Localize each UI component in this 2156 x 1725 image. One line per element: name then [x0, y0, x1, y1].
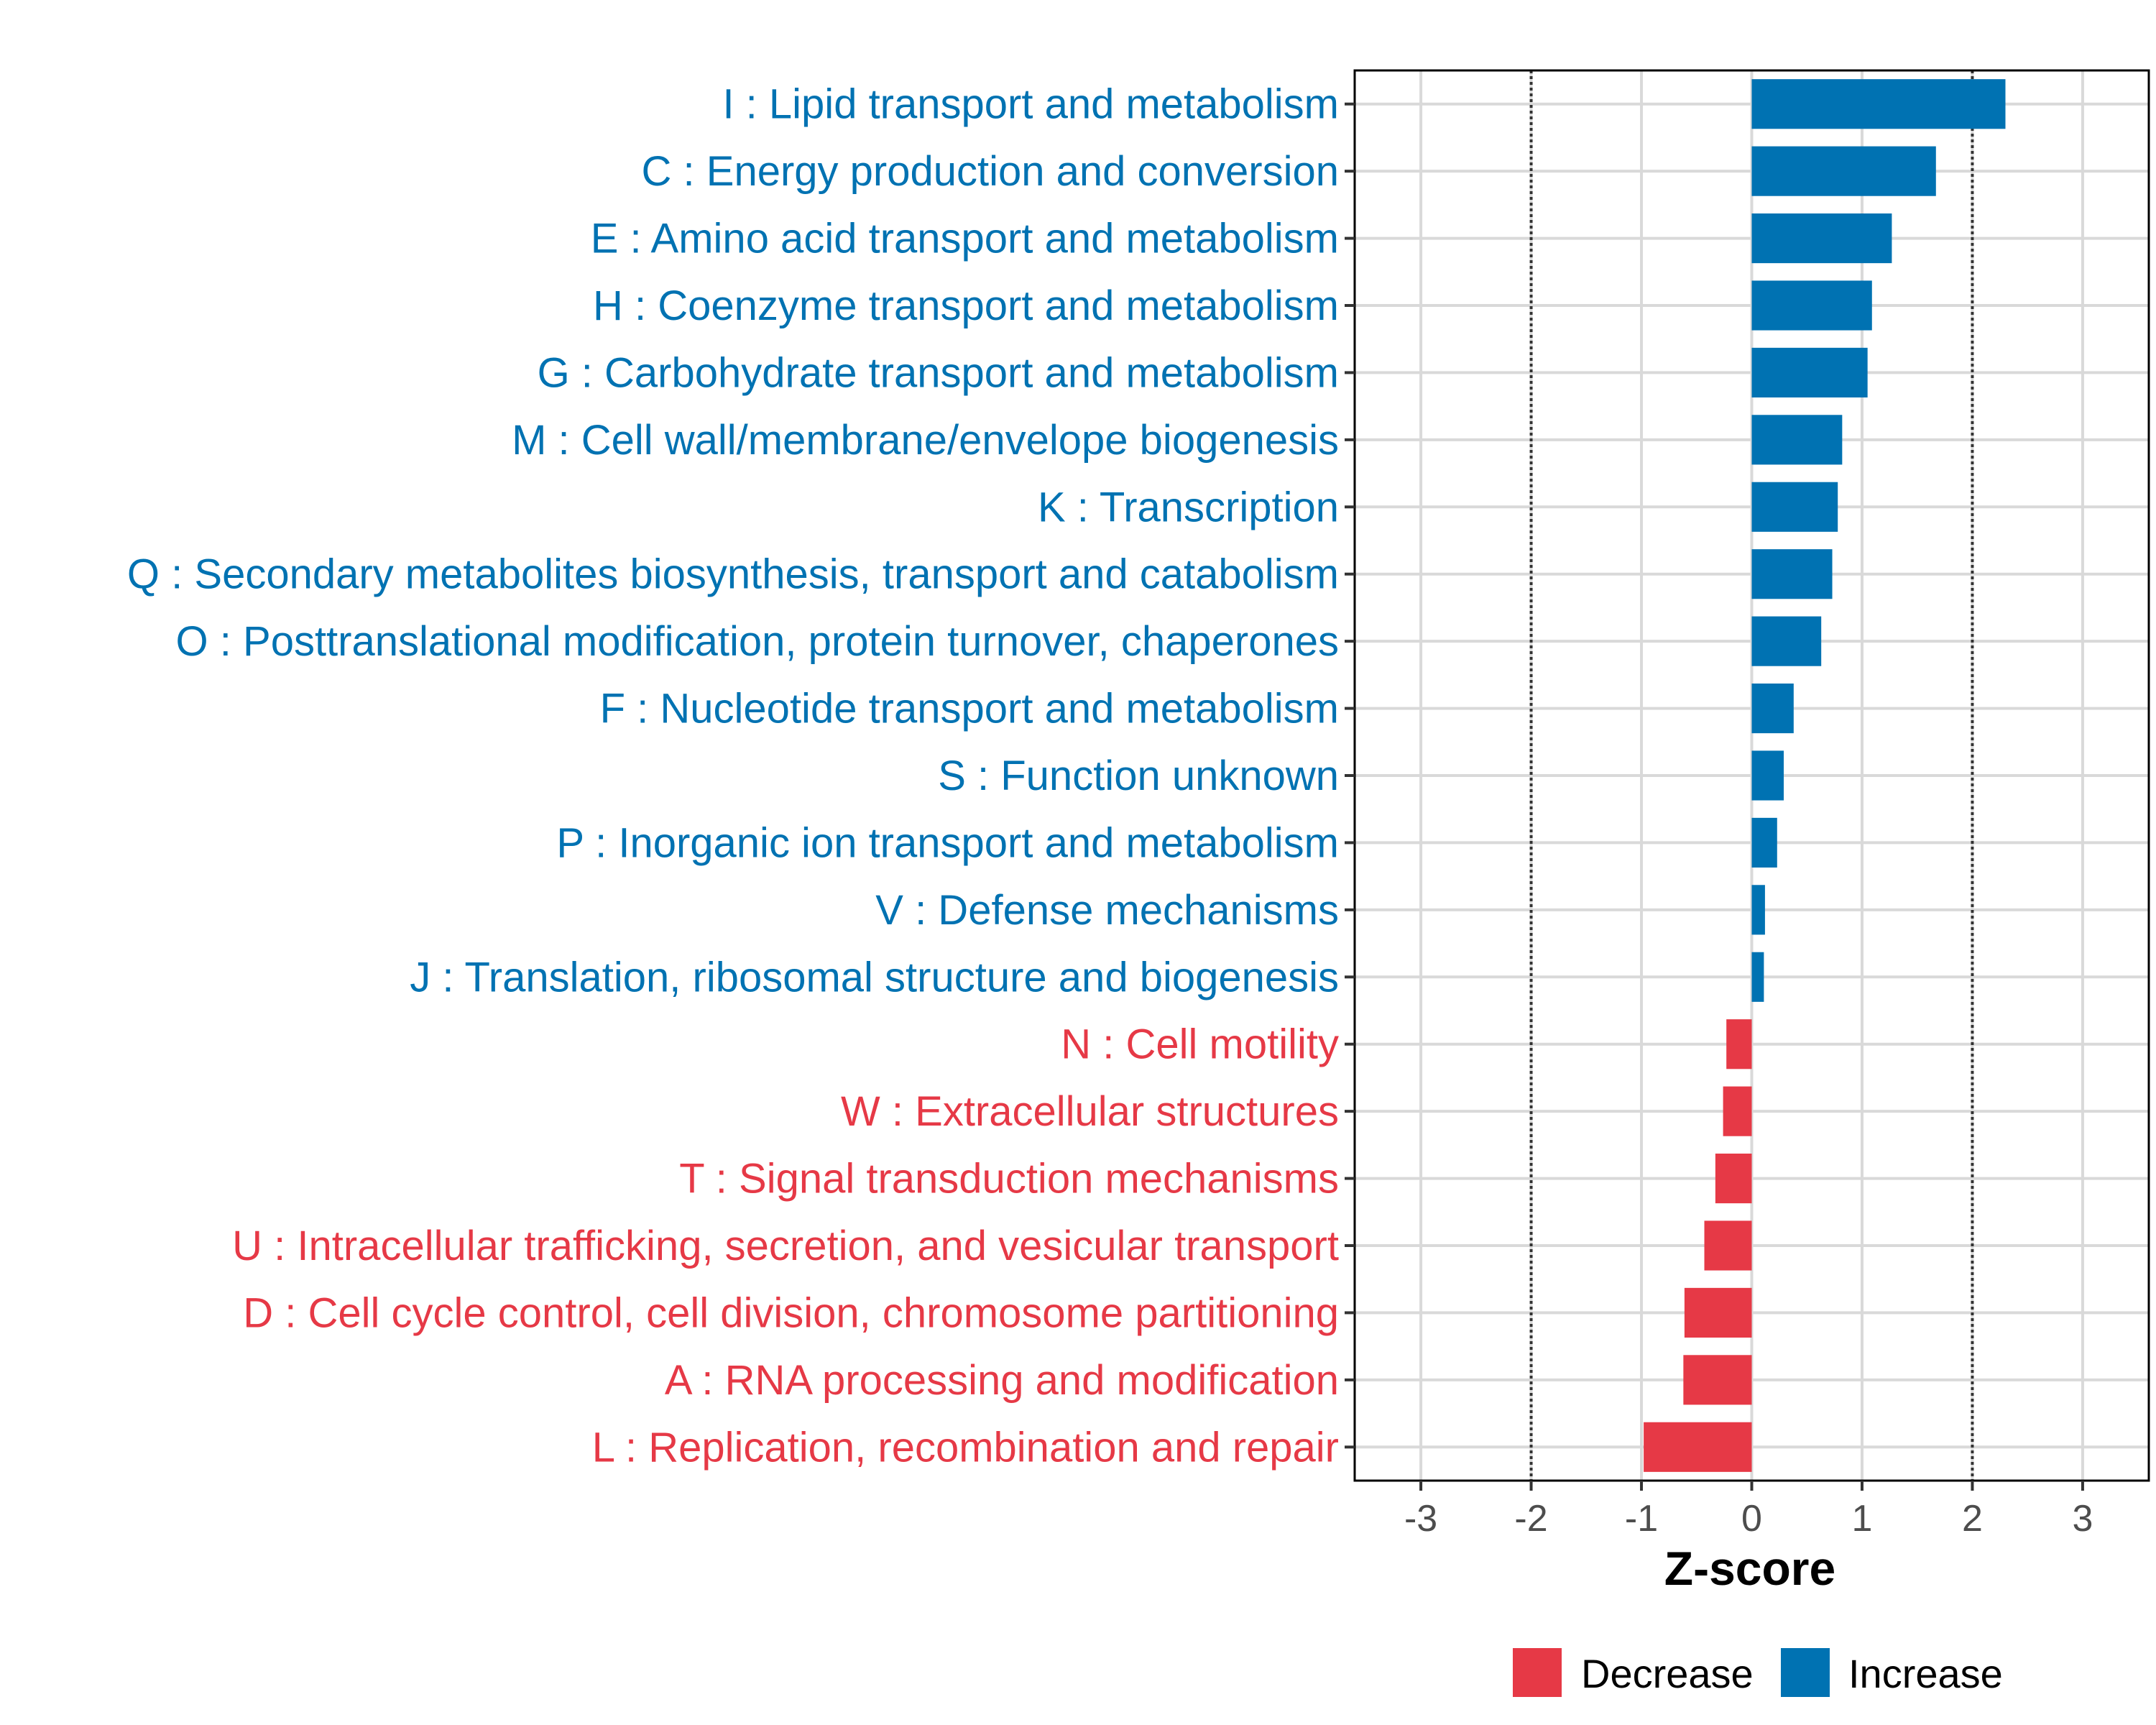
category-label: M : Cell wall/membrane/envelope biogenes…: [512, 417, 1339, 464]
category-label: K : Transcription: [1038, 484, 1339, 530]
y-axis-ticks: [1345, 102, 1355, 1449]
bar: [1751, 750, 1784, 801]
x-tick-label: -2: [1514, 1498, 1547, 1540]
bar: [1715, 1154, 1752, 1204]
bar: [1751, 817, 1777, 868]
category-label: A : RNA processing and modification: [665, 1357, 1339, 1404]
bar: [1751, 79, 2006, 129]
x-axis-title: Z-score: [1664, 1542, 1835, 1595]
x-axis-ticks: -3 -2 -1 0 1 2 3: [1404, 1481, 2093, 1540]
bar: [1751, 684, 1794, 734]
category-label: S : Function unknown: [938, 753, 1339, 799]
bar: [1684, 1287, 1752, 1338]
category-label: E : Amino acid transport and metabolism: [591, 216, 1339, 262]
category-label: I : Lipid transport and metabolism: [722, 81, 1339, 128]
bar: [1751, 549, 1833, 599]
category-label: P : Inorganic ion transport and metaboli…: [556, 819, 1339, 866]
bar: [1723, 1086, 1752, 1136]
bar: [1751, 213, 1892, 264]
legend-label-decrease: Decrease: [1581, 1651, 1754, 1696]
x-tick-label: 3: [2072, 1498, 2093, 1540]
category-label: L : Replication, recombination and repai…: [592, 1424, 1339, 1471]
category-label: U : Intracellular trafficking, secretion…: [232, 1223, 1339, 1269]
category-label: H : Coenzyme transport and metabolism: [593, 282, 1339, 329]
category-label: W : Extracellular structures: [841, 1088, 1339, 1135]
bar: [1751, 415, 1843, 465]
x-tick-label: 0: [1741, 1498, 1762, 1540]
bar: [1644, 1422, 1752, 1472]
category-label: N : Cell motility: [1061, 1021, 1339, 1068]
reference-lines: [1529, 70, 1974, 1481]
legend: Decrease Increase: [1513, 1648, 2003, 1697]
category-label: V : Defense mechanisms: [875, 887, 1339, 934]
category-label: T : Signal transduction mechanisms: [679, 1156, 1339, 1202]
bar: [1751, 347, 1868, 397]
legend-label-increase: Increase: [1848, 1651, 2003, 1696]
x-tick-label: -3: [1404, 1498, 1437, 1540]
bar: [1683, 1355, 1752, 1405]
bar: [1751, 952, 1764, 1002]
bar: [1751, 280, 1872, 331]
bar: [1704, 1220, 1752, 1271]
x-tick-label: -1: [1625, 1498, 1658, 1540]
bar: [1751, 482, 1838, 532]
category-label: Q : Secondary metabolites biosynthesis, …: [127, 551, 1339, 598]
x-tick-label: 1: [1852, 1498, 1873, 1540]
legend-swatch-increase: [1781, 1648, 1830, 1697]
category-label: J : Translation, ribosomal structure and…: [410, 954, 1339, 1000]
category-label: C : Energy production and conversion: [642, 148, 1339, 195]
bar: [1751, 146, 1936, 196]
bar: [1726, 1019, 1752, 1070]
legend-swatch-decrease: [1513, 1648, 1562, 1697]
category-label: D : Cell cycle control, cell division, c…: [243, 1289, 1339, 1336]
bar: [1751, 616, 1822, 666]
category-label: G : Carbohydrate transport and metabolis…: [538, 349, 1339, 396]
category-label: F : Nucleotide transport and metabolism: [600, 686, 1339, 732]
category-labels: I : Lipid transport and metabolism C : En…: [127, 81, 1339, 1471]
category-label: O : Posttranslational modification, prot…: [176, 618, 1339, 665]
bar: [1751, 885, 1765, 935]
x-tick-label: 2: [1962, 1498, 1983, 1540]
bars: [1644, 79, 2006, 1472]
